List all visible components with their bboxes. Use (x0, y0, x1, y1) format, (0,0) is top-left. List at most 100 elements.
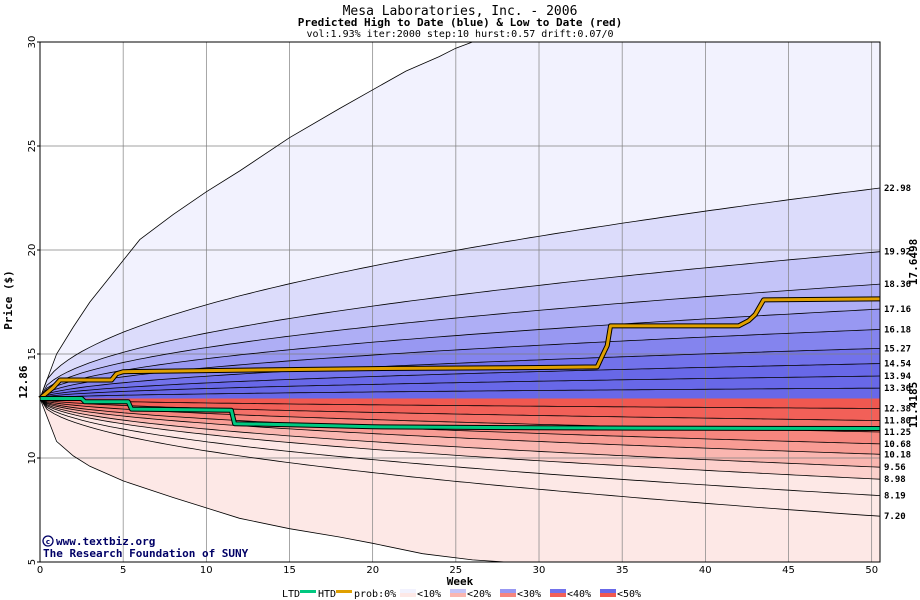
y-tick-label: 5 (27, 559, 38, 565)
x-axis-label: Week (447, 575, 474, 588)
legend-bin-swatch-lower (450, 593, 466, 597)
chart-subtitle: Predicted High to Date (blue) & Low to D… (298, 16, 623, 29)
quantile-line (39, 398, 881, 480)
chart-params: vol:1.93% iter:2000 step:10 hurst:0.57 d… (306, 29, 613, 40)
htd-line (39, 297, 881, 400)
legend-bin-swatch-upper (400, 589, 416, 593)
credit: c www.textbiz.org The Research Foundatio… (42, 535, 249, 560)
quantile-line (39, 398, 881, 517)
series-lines (38, 296, 881, 431)
copyright-icon-glyph: c (46, 538, 50, 546)
upper-band (40, 388, 880, 399)
copyright-icon (42, 535, 54, 547)
quantile-label: 15.27 (884, 344, 911, 354)
quantile-line (39, 398, 881, 445)
upper-band (40, 42, 880, 399)
lower-band (40, 398, 880, 409)
quantile-label: 11.25 (884, 428, 911, 438)
legend-bin-swatch-upper (550, 589, 566, 593)
x-ticks: 0 5 10 15 20 25 30 35 40 45 50 (37, 565, 878, 576)
quantile-line (39, 398, 880, 409)
quantile-label: 11.80 (884, 417, 911, 427)
quantile-label: 22.98 (884, 184, 911, 194)
ltd-line (40, 397, 881, 430)
x-tick-label: 25 (449, 565, 462, 576)
quantile-line (39, 251, 881, 399)
ltd-end-label: 11.4185 (907, 382, 920, 428)
quantile-label: 18.36 (884, 280, 911, 290)
x-tick-label: 35 (616, 565, 629, 576)
legend-bin-swatch-upper (600, 589, 616, 593)
quantile-line (39, 348, 881, 399)
lower-band (40, 398, 880, 496)
quantile-label: 17.16 (884, 305, 911, 315)
upper-band (40, 284, 880, 399)
legend: LTD HTD prob:0% <10% <20% <30% <40% <50% (282, 589, 641, 600)
lower-band (40, 398, 880, 421)
legend-bin-swatch-lower (400, 593, 416, 597)
lower-band (40, 398, 880, 517)
legend-ltd-label: LTD (282, 589, 300, 600)
credit-site: www.textbiz.org (56, 535, 155, 548)
quantile-label: 12.38 (884, 405, 911, 415)
legend-prob-label: prob:0% (354, 589, 396, 600)
lower-band (40, 398, 880, 562)
x-tick-label: 45 (782, 565, 795, 576)
x-tick-label: 50 (865, 565, 878, 576)
y-tick-label: 25 (27, 140, 38, 153)
quantile-label: 13.94 (884, 372, 912, 382)
legend-bin-swatch-upper (450, 589, 466, 593)
legend-bin-swatch-lower (500, 593, 516, 597)
quantile-label: 10.18 (884, 450, 911, 460)
quantile-line (39, 398, 881, 468)
quantile-label: 16.18 (884, 326, 911, 336)
quantile-lines (39, 187, 881, 517)
legend-bin-label: <40% (567, 589, 591, 600)
lower-band (40, 398, 880, 480)
legend-bin-swatch-lower (550, 593, 566, 597)
x-tick-label: 20 (366, 565, 379, 576)
legend-htd-label: HTD (318, 589, 336, 600)
x-tick-label: 0 (37, 565, 43, 576)
quantile-line (39, 375, 881, 399)
y-tick-label: 15 (27, 348, 38, 361)
lower-probability-bands (40, 398, 880, 562)
quantile-label: 14.54 (884, 360, 912, 370)
legend-bin-swatch-lower (600, 593, 616, 597)
legend-bin-label: <30% (517, 589, 541, 600)
htd-end-label: 17.6498 (907, 239, 920, 285)
quantile-label: 8.98 (884, 475, 906, 485)
credit-org: The Research Foundation of SUNY (43, 547, 249, 560)
x-tick-label: 30 (533, 565, 546, 576)
quantile-label: 9.56 (884, 463, 906, 473)
quantile-line (39, 387, 881, 399)
y-tick-label: 30 (27, 36, 38, 49)
lower-envelope-line (39, 398, 506, 563)
quantile-label: 13.36 (884, 384, 911, 394)
upper-envelope-line (39, 41, 473, 399)
upper-band (40, 363, 880, 399)
quantile-labels: 22.98 19.92 18.36 17.16 16.18 15.27 14.54 13.94… (884, 184, 912, 522)
upper-band (40, 309, 880, 399)
envelope-lines (39, 41, 506, 563)
quantile-line (39, 308, 881, 399)
y-tick-label: 20 (27, 244, 38, 257)
upper-band (40, 188, 880, 399)
upper-probability-bands (40, 42, 880, 399)
plot-border (39, 41, 881, 563)
x-tick-label: 5 (120, 565, 126, 576)
legend-bin-label: <20% (467, 589, 491, 600)
quantile-label: 10.68 (884, 440, 911, 450)
start-price-label: 12.86 (17, 365, 30, 398)
quantile-label: 7.20 (884, 512, 906, 522)
quantile-line (39, 398, 881, 496)
quantile-line (39, 283, 881, 399)
plot-area (38, 41, 881, 563)
quantile-label: 19.92 (884, 248, 911, 258)
quantile-line (39, 398, 881, 455)
y-ticks: 5 10 15 20 25 30 (27, 36, 40, 565)
y-tick-label: 10 (27, 452, 38, 465)
legend-bin-label: <10% (417, 589, 441, 600)
legend-bin-swatch-upper (500, 589, 516, 593)
